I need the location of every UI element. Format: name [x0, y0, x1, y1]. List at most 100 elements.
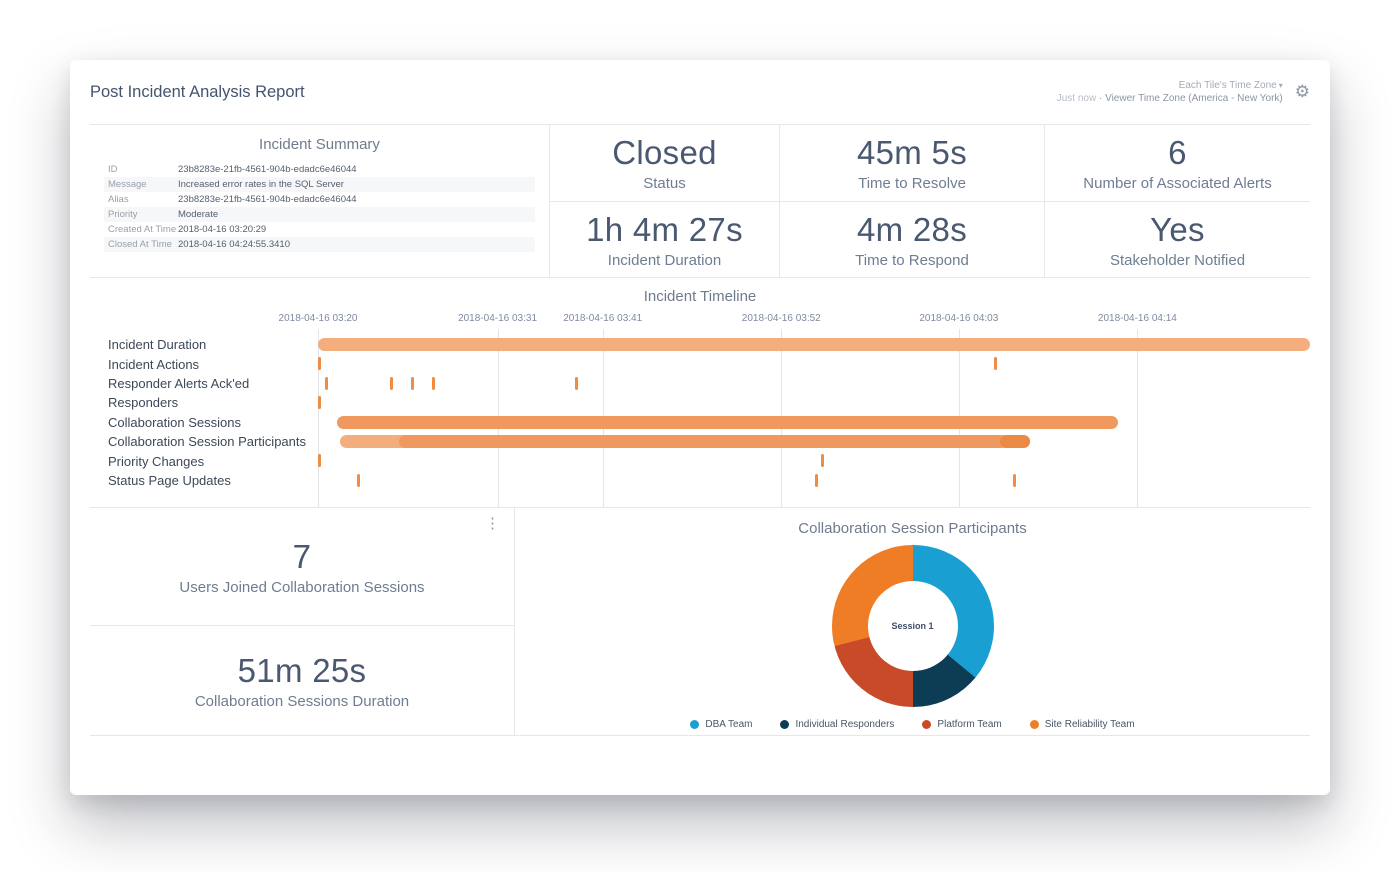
timeline-axis-label: 2018-04-16 03:20: [278, 313, 358, 324]
timeline-tick-mark: [356, 473, 360, 487]
settings-gear-icon[interactable]: ⚙: [1294, 82, 1310, 101]
summary-row: Alias 23b8283e-21fb-4561-904b-edadc6e4604…: [104, 192, 535, 207]
timeline-axis-label: 2018-04-16 03:31: [458, 313, 538, 324]
summary-row: Message Increased error rates in the SQL …: [104, 177, 535, 192]
legend-item[interactable]: Site Reliability Team: [1029, 719, 1135, 730]
stat-label: Users Joined Collaboration Sessions: [179, 578, 425, 596]
stat-value: Yes: [1150, 210, 1205, 248]
stat-value: 51m 25s: [237, 651, 367, 689]
timeline-tick-mark: [318, 357, 321, 371]
stat-label: Incident Duration: [607, 251, 722, 269]
timeline-row-label: Collaboration Sessions: [108, 414, 241, 430]
summary-row-label: Priority: [108, 209, 138, 220]
bottom-left-column: ⋮ 7 Users Joined Collaboration Sessions …: [90, 508, 515, 736]
legend-dot-icon: [780, 720, 790, 729]
legend-item[interactable]: Platform Team: [922, 719, 1002, 730]
summary-stats-grid: Incident Summary ID 23b8283e-21fb-4561-90…: [90, 124, 1310, 278]
timeline-bar: [399, 435, 1007, 448]
timeline-row-labels: Incident Duration Incident Actions Respond…: [90, 311, 318, 507]
collab-duration-tile: 51m 25s Collaboration Sessions Duration: [90, 626, 515, 736]
stat-tile-stakeholder-notified: Yes Stakeholder Notified: [1045, 202, 1310, 278]
timeline-tick-mark: [411, 376, 415, 390]
summary-row-value: 2018-04-16 03:20:29: [178, 224, 267, 235]
legend-dot-icon: [1029, 720, 1039, 729]
header-meta: Each Tile's Time Zone ▾ Just now · Viewer…: [1057, 79, 1310, 106]
incident-summary-tile: Incident Summary ID 23b8283e-21fb-4561-90…: [90, 125, 550, 278]
stat-tile-time-to-resolve: 45m 5s Time to Resolve: [780, 125, 1045, 202]
donut-hole: Session 1: [867, 581, 958, 671]
timeline-bar: [336, 415, 1118, 429]
tile-timezone-label: Each Tile's Time Zone: [1178, 79, 1277, 91]
summary-table: ID 23b8283e-21fb-4561-904b-edadc6e46044 Me…: [104, 162, 535, 252]
timeline-gridline: [318, 329, 319, 507]
last-updated-text: Just now: [1056, 93, 1097, 104]
summary-row: Priority Moderate: [104, 207, 535, 222]
timeline-row-label: Responder Alerts Ack'ed: [108, 375, 250, 391]
legend-label: Site Reliability Team: [1044, 719, 1135, 730]
summary-row-value: 23b8283e-21fb-4561-904b-edadc6e46044: [178, 194, 357, 205]
summary-row-label: Alias: [108, 194, 129, 205]
stat-label: Time to Resolve: [858, 175, 966, 192]
summary-row-value: Increased error rates in the SQL Server: [178, 179, 344, 190]
stat-label: Stakeholder Notified: [1109, 251, 1246, 269]
timeline-body: Incident Duration Incident Actions Respond…: [90, 305, 1310, 507]
timeline-row-label: Priority Changes: [108, 453, 205, 469]
stat-label: Time to Respond: [855, 251, 969, 269]
legend-item[interactable]: Individual Responders: [780, 719, 894, 730]
incident-timeline-tile: Incident Timeline Incident Duration Incid…: [90, 278, 1310, 508]
stat-label: Status: [643, 175, 686, 192]
page-title: Post Incident Analysis Report: [90, 82, 305, 101]
stat-tile-incident-duration: 1h 4m 27s Incident Duration: [550, 202, 780, 278]
stat-value: 6: [1168, 134, 1187, 171]
timeline-tick-mark: [390, 376, 394, 390]
timeline-tick-mark: [318, 454, 321, 468]
timeline-axis-label: 2018-04-16 04:14: [1097, 313, 1177, 324]
stat-label: Number of Associated Alerts: [1083, 175, 1272, 192]
users-joined-tile: ⋮ 7 Users Joined Collaboration Sessions: [90, 508, 515, 626]
refresh-status: Just now · Viewer Time Zone (America - N…: [1057, 92, 1283, 106]
timeline-row-label: Collaboration Session Participants: [108, 434, 306, 450]
summary-row: Closed At Time 2018-04-16 04:24:55.3410: [104, 237, 535, 252]
legend-label: Individual Responders: [795, 719, 895, 730]
timeline-tick-mark: [432, 376, 436, 390]
header-meta-lines: Each Tile's Time Zone ▾ Just now · Viewer…: [1057, 79, 1283, 106]
legend-dot-icon: [690, 720, 700, 729]
timeline-tick-mark: [814, 473, 818, 487]
stat-tile-time-to-respond: 4m 28s Time to Respond: [780, 202, 1045, 278]
summary-row: ID 23b8283e-21fb-4561-904b-edadc6e46044: [104, 162, 535, 177]
timeline-axis-label: 2018-04-16 04:03: [919, 313, 999, 324]
timeline-row-label: Incident Actions: [108, 356, 200, 372]
summary-row-label: ID: [108, 164, 118, 175]
viewer-timezone-text: Viewer Time Zone (America - New York): [1105, 93, 1283, 104]
summary-row-value: 2018-04-16 04:24:55.3410: [178, 239, 290, 250]
stat-value: Closed: [612, 134, 717, 171]
donut-legend: DBA Team Individual Responders Platform Te…: [690, 719, 1135, 730]
kebab-menu-icon[interactable]: ⋮: [485, 515, 500, 532]
legend-item[interactable]: DBA Team: [690, 719, 752, 730]
summary-row: Created At Time 2018-04-16 03:20:29: [104, 222, 535, 237]
donut-chart: Session 1: [831, 545, 994, 707]
collaboration-participants-tile: Collaboration Session Participants Sessi…: [515, 508, 1310, 736]
legend-label: DBA Team: [705, 719, 753, 730]
incident-timeline-title: Incident Timeline: [643, 288, 757, 305]
collaboration-participants-title: Collaboration Session Participants: [798, 520, 1027, 537]
timeline-gridline: [1137, 329, 1139, 507]
timeline-tick-mark: [318, 396, 321, 410]
timeline-axis-label: 2018-04-16 03:41: [563, 313, 643, 324]
tile-timezone-selector[interactable]: Each Tile's Time Zone ▾: [1057, 79, 1283, 93]
stat-value: 45m 5s: [856, 134, 968, 171]
stat-tile-status: Closed Status: [550, 125, 780, 202]
timeline-tick-mark: [993, 357, 997, 371]
dashboard-card: Post Incident Analysis Report Each Tile'…: [70, 60, 1330, 795]
chevron-down-icon: ▾: [1278, 80, 1283, 90]
donut-center-label: Session 1: [891, 621, 934, 631]
stat-label: Collaboration Sessions Duration: [194, 692, 410, 710]
summary-row-value: Moderate: [178, 209, 219, 220]
timeline-tick-mark: [574, 376, 578, 390]
timeline-row-label: Status Page Updates: [108, 472, 231, 488]
legend-label: Platform Team: [937, 719, 1002, 730]
timeline-row-label: Responders: [108, 395, 179, 411]
legend-dot-icon: [922, 720, 932, 729]
stat-value: 7: [292, 537, 312, 575]
